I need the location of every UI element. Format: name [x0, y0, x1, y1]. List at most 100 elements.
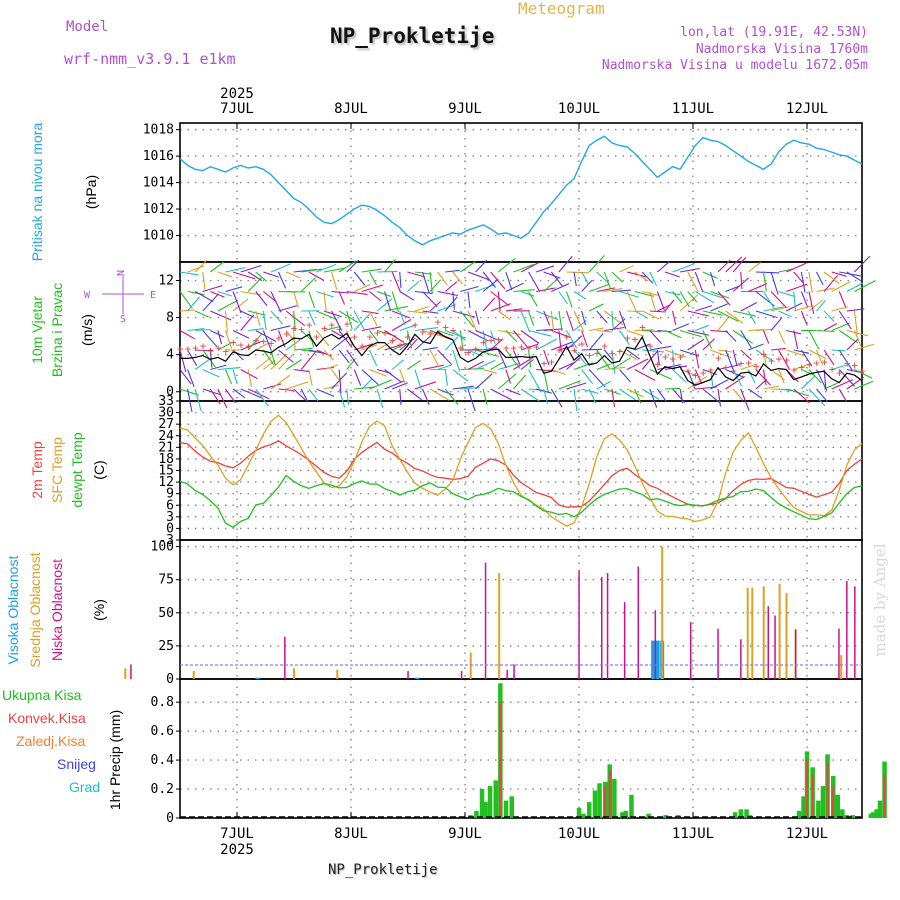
- wind-arrow: [262, 310, 267, 331]
- wind-arrow: [452, 310, 476, 318]
- precip-total-bar: [587, 802, 592, 818]
- wind-arrow: [414, 306, 429, 312]
- wind-arrow: [679, 291, 690, 308]
- dew-line: [179, 474, 863, 529]
- wind-gust-mark: +: [419, 326, 426, 339]
- wind-arrow: [831, 364, 848, 371]
- precip-total-bar: [850, 815, 855, 818]
- low-cloud-bar: [130, 664, 132, 679]
- low-cloud-bar: [838, 628, 840, 679]
- wind-arrow: [573, 388, 578, 412]
- precip-conv-bar: [608, 770, 611, 818]
- wind-arrow: [338, 388, 346, 408]
- low-cloud-bar: [690, 622, 692, 679]
- wind-arrow: [406, 280, 420, 292]
- wind-arrow: [565, 291, 573, 308]
- wind-arrow: [679, 368, 701, 378]
- wind-arrow: [581, 330, 588, 348]
- wind-arrow: [475, 373, 493, 390]
- mid-cloud-bar: [498, 573, 501, 679]
- meteogram-label: Meteogram: [518, 0, 605, 18]
- wind-arrow: [459, 330, 464, 351]
- wind-arrow: [482, 368, 497, 374]
- precip-total-bar: [840, 809, 845, 818]
- wind-arrow: [717, 349, 733, 353]
- wind-arrow: [702, 338, 715, 351]
- precip-conv-bar: [499, 702, 502, 818]
- wind-arrow: [664, 329, 682, 339]
- pressure-y-tick-label: 1016: [143, 149, 174, 164]
- wind-gust-mark: +: [215, 341, 222, 354]
- precip-conv-bar: [806, 760, 808, 818]
- wind-arrow: [725, 330, 737, 342]
- wind-arrow: [482, 297, 496, 312]
- wind-gust-mark: +: [586, 349, 593, 362]
- wind-arrow: [800, 310, 808, 326]
- wind-arrow: [452, 271, 463, 285]
- wind-arrow: [687, 369, 696, 390]
- wind-arrow: [846, 338, 859, 351]
- wind-gust-mark: +: [329, 318, 336, 331]
- wind-arrow: [694, 369, 703, 385]
- low-cloud-bar: [846, 581, 848, 679]
- wind-arrow: [785, 302, 803, 312]
- wind-arrow: [747, 310, 756, 325]
- wind-arrow: [740, 302, 758, 312]
- wind-arrow: [217, 290, 232, 297]
- low-cloud-bar: [854, 586, 856, 679]
- wind-arrow: [422, 329, 444, 338]
- wind-gust-mark: +: [541, 357, 548, 370]
- wind-arrow: [550, 388, 563, 408]
- wind-arrow: [414, 369, 422, 390]
- precip-conv-bar: [811, 774, 814, 818]
- wind-arrow: [853, 330, 862, 347]
- precip-total-bar: [483, 802, 488, 818]
- wind-arrow: [399, 291, 415, 301]
- low-cloud-bar: [717, 628, 719, 679]
- wind-arrow: [187, 290, 205, 296]
- wind-arrow: [732, 257, 747, 273]
- wind-arrow: [247, 277, 262, 292]
- precip-legend-item: Ukupna Kisa: [2, 687, 82, 703]
- wind-arrow: [399, 369, 407, 386]
- wind-arrow: [187, 369, 195, 387]
- wind-gust-mark: +: [366, 330, 373, 343]
- wind-arrow: [293, 388, 306, 401]
- wind-gust-mark: +: [238, 339, 245, 352]
- low-cloud-bar: [794, 630, 797, 679]
- high-cloud-bar: [415, 677, 420, 679]
- temperature-y-tick-label: 12: [158, 475, 174, 490]
- wind-arrow: [240, 388, 263, 399]
- wind-arrow: [740, 349, 752, 361]
- wind-arrow: [498, 362, 519, 371]
- wind-arrow: [611, 357, 631, 370]
- wind-arrow: [649, 388, 658, 408]
- wind-arrow: [475, 284, 495, 293]
- wind-arrow: [596, 349, 611, 370]
- wind-arrow: [346, 349, 359, 367]
- wind-arrow: [710, 329, 729, 333]
- cloud-frame: [179, 539, 863, 680]
- wind-arrow: [619, 388, 636, 401]
- wind-arrow: [255, 342, 270, 351]
- wind-arrow: [770, 291, 787, 309]
- wind-gust-mark: +: [685, 365, 692, 378]
- high-cloud-bar: [255, 677, 260, 679]
- wind-arrow: [293, 330, 296, 350]
- wind-gust-mark: +: [336, 323, 343, 336]
- wind-arrow: [414, 381, 436, 390]
- precip-conv-bar: [883, 774, 886, 818]
- wind-arrow: [619, 290, 639, 298]
- wind-arrow: [437, 349, 452, 365]
- wind-arrow: [596, 329, 613, 333]
- wind-arrow: [800, 349, 813, 367]
- wind-arrow: [528, 310, 535, 326]
- wind-y-tick-label: 8: [166, 311, 174, 326]
- wind-arrow: [217, 330, 223, 345]
- wind-arrow: [361, 326, 382, 332]
- wind-arrow: [831, 349, 846, 352]
- low-cloud-bar: [767, 606, 769, 679]
- wind-arrow: [551, 341, 574, 351]
- low-cloud-bar: [637, 566, 639, 679]
- wind-arrow: [778, 310, 792, 318]
